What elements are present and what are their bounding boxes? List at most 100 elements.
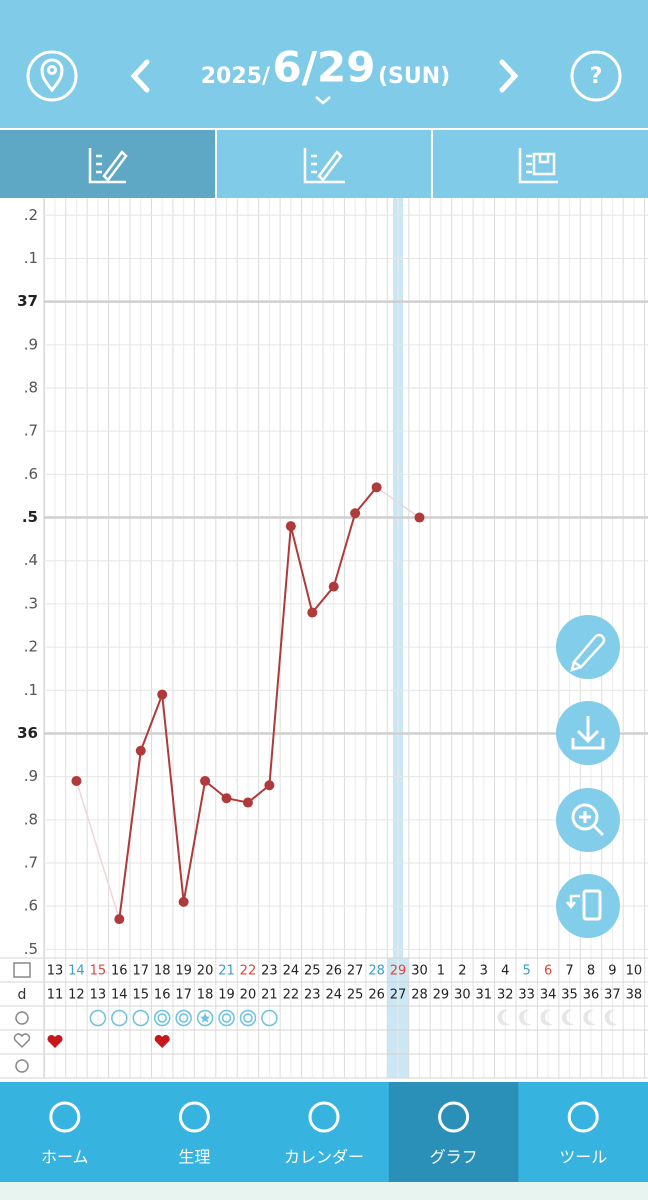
temperature-point bbox=[328, 581, 339, 592]
test-mark-inner bbox=[221, 1013, 232, 1023]
temperature-point bbox=[178, 896, 189, 907]
date-label: 21 bbox=[218, 964, 235, 979]
nav-icon[interactable] bbox=[178, 1101, 210, 1133]
date-label: 2 bbox=[458, 964, 466, 979]
date-label: 13 bbox=[47, 964, 64, 979]
date-label: 8 bbox=[587, 964, 595, 979]
help-button[interactable]: ? bbox=[570, 50, 622, 102]
y-tick-label: 36 bbox=[17, 724, 38, 742]
temperature-point bbox=[221, 793, 232, 804]
nav-label[interactable]: ツール bbox=[559, 1148, 607, 1167]
moon-mark bbox=[497, 1009, 511, 1026]
y-tick-label: 37 bbox=[17, 292, 38, 310]
date-label: 14 bbox=[68, 964, 85, 979]
cycle-day: 20 bbox=[240, 988, 257, 1003]
cycle-day: 31 bbox=[476, 988, 493, 1003]
cycle-day: 32 bbox=[497, 988, 514, 1003]
temperature-point bbox=[157, 689, 168, 700]
cycle-day: 29 bbox=[433, 988, 450, 1003]
fab-download[interactable] bbox=[556, 701, 620, 765]
temperature-point bbox=[242, 797, 253, 808]
y-tick-label: .8 bbox=[24, 810, 38, 828]
cycle-day: 21 bbox=[261, 988, 278, 1003]
y-tick-label: .1 bbox=[24, 249, 38, 267]
moon-mark bbox=[561, 1009, 575, 1026]
test-mark bbox=[153, 1009, 171, 1027]
tab[interactable] bbox=[433, 130, 648, 198]
date-label: 20 bbox=[197, 964, 214, 979]
test-mark-inner bbox=[157, 1013, 167, 1023]
fab-record[interactable] bbox=[556, 615, 620, 679]
temperature-point bbox=[307, 607, 318, 618]
temperature-point bbox=[264, 780, 275, 791]
moon-mark bbox=[518, 1009, 532, 1026]
cycle-day: 22 bbox=[283, 988, 300, 1003]
cycle-day: 35 bbox=[561, 988, 578, 1003]
svg-text:?: ? bbox=[590, 64, 603, 89]
heart-icon bbox=[13, 1033, 31, 1049]
nav-icon[interactable] bbox=[308, 1101, 340, 1133]
y-tick-label: .7 bbox=[24, 422, 38, 440]
prev-button[interactable] bbox=[130, 59, 150, 93]
nav-label[interactable]: 生理 bbox=[178, 1148, 210, 1167]
divider bbox=[0, 128, 648, 130]
cycle-day: 18 bbox=[197, 988, 214, 1003]
fab-zoom[interactable] bbox=[556, 788, 620, 852]
test-mark bbox=[132, 1009, 150, 1027]
test-mark bbox=[196, 1009, 214, 1027]
cycle-day: 27 bbox=[390, 988, 407, 1003]
cycle-day: 13 bbox=[90, 988, 107, 1003]
test-mark bbox=[218, 1009, 235, 1027]
temperature-point bbox=[114, 914, 125, 925]
y-tick-label: .3 bbox=[24, 594, 38, 612]
other-icon bbox=[15, 1059, 29, 1073]
gap-connector bbox=[376, 486, 420, 519]
nav: ホーム 生理 カレンダー グラフ ツール bbox=[41, 1082, 607, 1182]
date-label: 25 bbox=[304, 964, 321, 979]
cycle-day: 36 bbox=[583, 988, 600, 1003]
nav-label[interactable]: ホーム bbox=[41, 1148, 89, 1167]
date-label: 6 bbox=[544, 964, 552, 979]
date-dropdown[interactable] bbox=[315, 96, 331, 105]
nav-label[interactable]: カレンダー bbox=[284, 1148, 364, 1167]
cycle-label: d bbox=[18, 987, 27, 1003]
date-label: 18 bbox=[154, 964, 171, 979]
cycle-day: 19 bbox=[218, 988, 235, 1003]
tab[interactable] bbox=[217, 130, 431, 198]
cycle-day: 11 bbox=[47, 988, 64, 1003]
test-mark-inner bbox=[243, 1013, 253, 1023]
moon-mark bbox=[583, 1009, 596, 1026]
gap-connector bbox=[75, 780, 121, 920]
nav-icon[interactable] bbox=[438, 1101, 470, 1133]
date-label: 7 bbox=[565, 964, 573, 979]
date-label: 26 bbox=[325, 964, 342, 979]
date-label: 9 bbox=[608, 964, 616, 979]
test-mark bbox=[261, 1009, 278, 1027]
date-label: 22 bbox=[240, 964, 257, 979]
cycle-day: 23 bbox=[304, 988, 321, 1003]
heart-mark bbox=[154, 1034, 170, 1048]
cycle-day: 16 bbox=[154, 988, 171, 1003]
bottom-strip bbox=[0, 1182, 648, 1200]
y-tick-label: .7 bbox=[24, 854, 38, 872]
fab-rotate[interactable] bbox=[556, 874, 620, 938]
cycle-day: 24 bbox=[325, 988, 342, 1003]
tab-active[interactable] bbox=[0, 130, 215, 198]
date-label: 19 bbox=[175, 964, 192, 979]
location-button[interactable] bbox=[26, 50, 78, 102]
nav-label[interactable]: グラフ bbox=[430, 1148, 478, 1167]
test-mark bbox=[89, 1009, 107, 1027]
nav-icon[interactable] bbox=[567, 1101, 599, 1133]
chart: .2.137.9.8.7.6.5.4.3.2.136.9.8.7.6.5d131… bbox=[0, 198, 648, 1079]
date[interactable]: 6/29 bbox=[272, 43, 375, 92]
next-button[interactable] bbox=[499, 59, 519, 93]
cycle-day: 17 bbox=[175, 988, 192, 1003]
temperature-point bbox=[135, 745, 146, 756]
y-tick-label: .8 bbox=[24, 379, 38, 397]
date-label: 3 bbox=[480, 964, 488, 979]
cycle-day: 28 bbox=[411, 988, 428, 1003]
date-label: 28 bbox=[368, 964, 385, 979]
nav-icon[interactable] bbox=[49, 1101, 81, 1133]
moon-mark bbox=[604, 1009, 618, 1026]
